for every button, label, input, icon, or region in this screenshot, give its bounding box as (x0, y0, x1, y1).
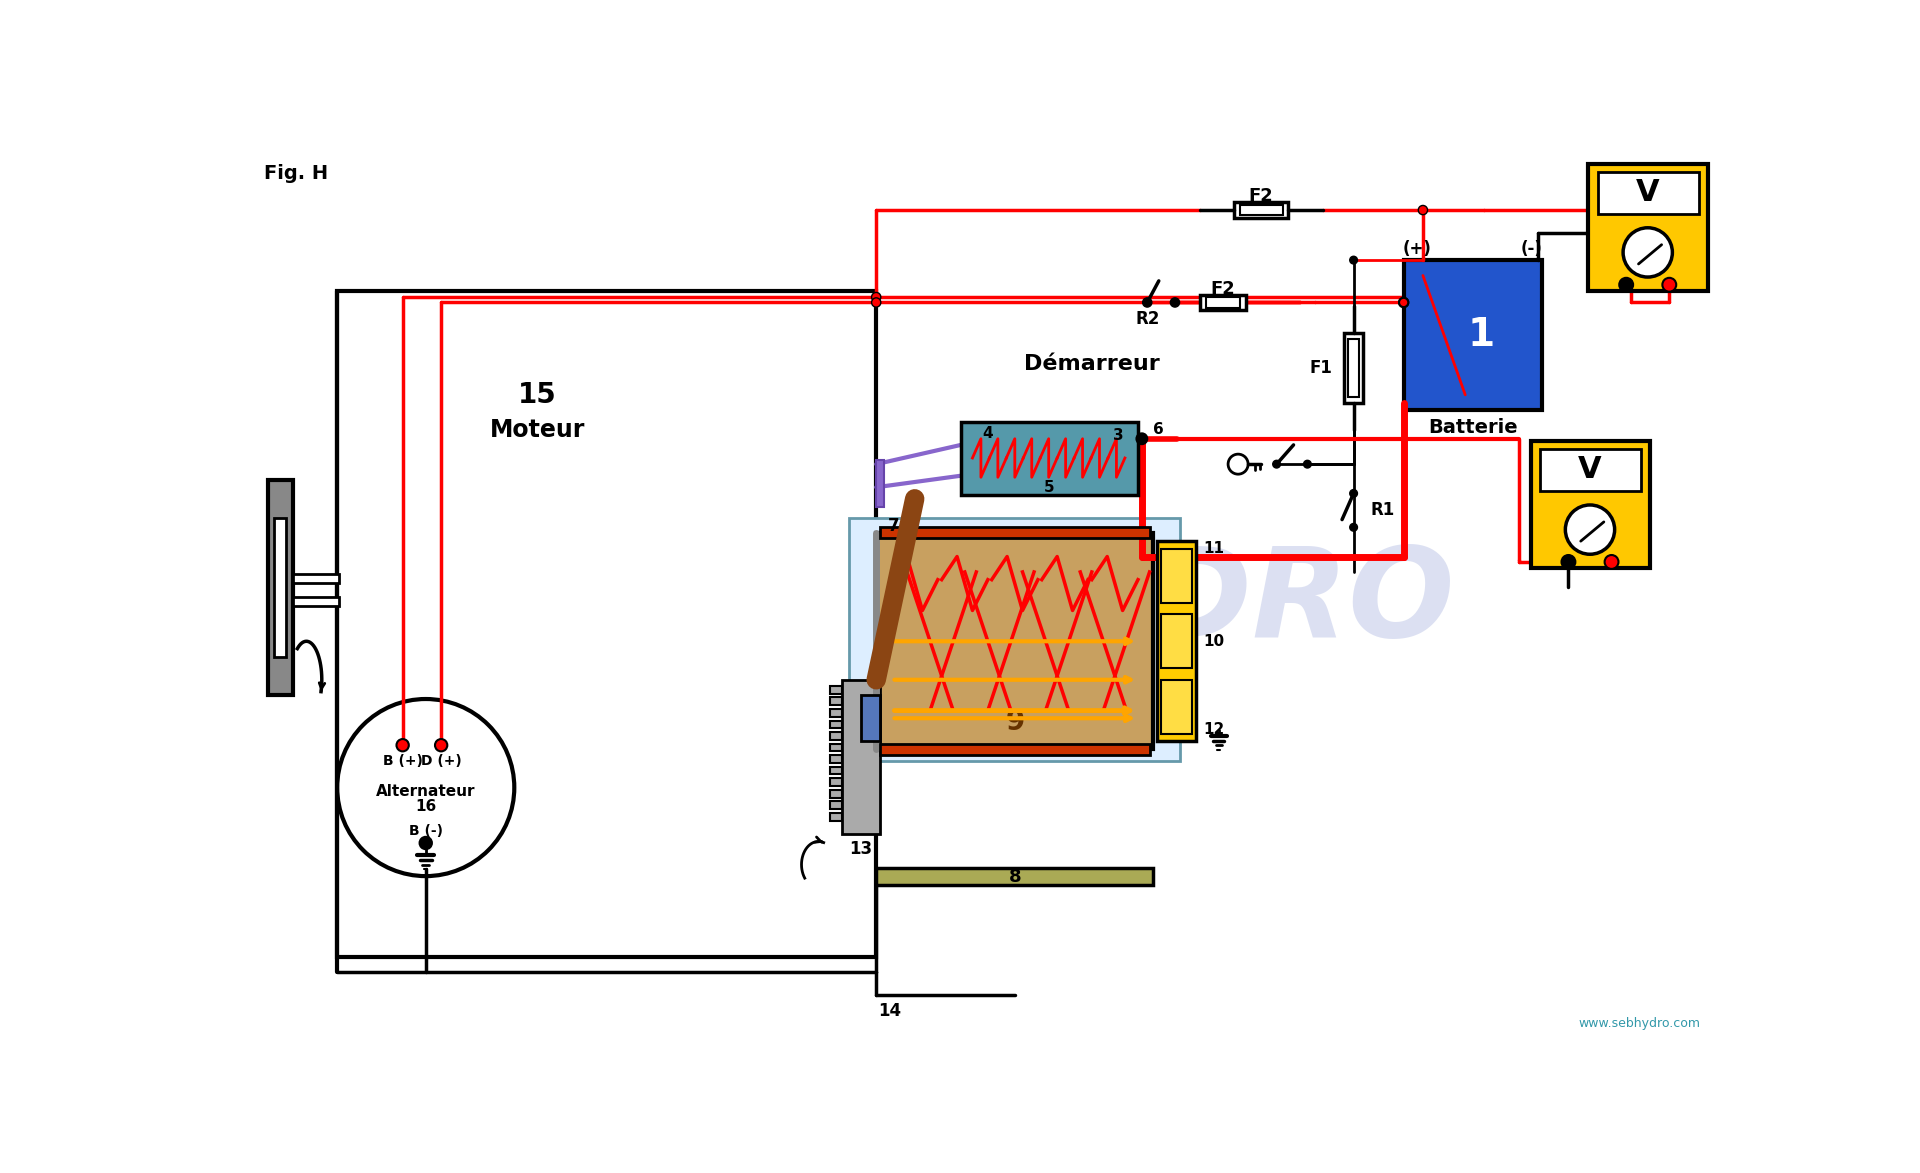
Text: 3: 3 (1114, 428, 1123, 443)
Bar (829, 708, 841, 717)
Text: 14: 14 (879, 1002, 902, 1019)
Text: 7: 7 (887, 517, 899, 535)
Text: 6: 6 (1154, 422, 1164, 438)
Bar (829, 813, 841, 821)
Bar (829, 779, 841, 786)
Text: 5: 5 (1044, 480, 1054, 495)
Circle shape (872, 298, 881, 307)
Text: 8: 8 (1008, 868, 1021, 886)
Circle shape (1619, 278, 1634, 292)
Circle shape (338, 699, 515, 876)
Bar (1206, 297, 1240, 307)
Bar (829, 755, 841, 762)
Circle shape (1273, 460, 1281, 468)
Text: 16: 16 (415, 799, 436, 814)
Text: © SEBHYDRO: © SEBHYDRO (515, 542, 1453, 663)
Text: B (+): B (+) (382, 753, 422, 767)
Circle shape (420, 836, 432, 849)
Circle shape (1400, 298, 1407, 307)
Bar (879, 528, 1150, 538)
Circle shape (1400, 298, 1407, 307)
Bar (876, 460, 883, 507)
Circle shape (1565, 504, 1615, 555)
Text: D (+): D (+) (420, 753, 461, 767)
Bar (1597, 171, 1699, 213)
Bar (841, 680, 879, 834)
Bar (1404, 260, 1542, 411)
Bar (960, 422, 1139, 495)
Text: 11: 11 (1204, 542, 1225, 556)
Bar (1235, 203, 1288, 218)
Bar (269, 480, 292, 696)
Text: 13: 13 (849, 840, 872, 859)
Bar (1162, 615, 1192, 669)
Bar (1158, 541, 1196, 741)
Text: 10: 10 (1204, 633, 1225, 649)
Bar (1162, 549, 1192, 603)
Circle shape (1171, 298, 1179, 307)
Bar (829, 767, 841, 774)
Bar (1240, 204, 1283, 216)
Circle shape (1350, 523, 1357, 531)
Circle shape (1137, 433, 1148, 445)
Bar (1540, 449, 1642, 491)
Text: V: V (1578, 455, 1601, 484)
Bar (292, 597, 338, 605)
Bar (829, 789, 841, 798)
Bar (1162, 680, 1192, 733)
Circle shape (1350, 256, 1357, 264)
Bar (1200, 294, 1246, 310)
Text: F2: F2 (1210, 279, 1235, 298)
Text: F2: F2 (1248, 188, 1273, 205)
Text: 4: 4 (983, 426, 993, 441)
Bar (829, 720, 841, 728)
Text: 1: 1 (1467, 316, 1494, 354)
Bar (1588, 164, 1707, 291)
Bar (1344, 333, 1363, 402)
Circle shape (1142, 298, 1152, 307)
Circle shape (1605, 555, 1619, 569)
Circle shape (397, 739, 409, 752)
Bar (829, 801, 841, 809)
Text: Fig. H: Fig. H (265, 164, 328, 183)
Circle shape (1419, 205, 1427, 215)
Text: F1: F1 (1309, 359, 1332, 377)
Bar (879, 745, 1150, 755)
Text: Alternateur: Alternateur (376, 784, 476, 799)
Circle shape (1622, 228, 1672, 277)
Text: Batterie: Batterie (1428, 418, 1519, 436)
Bar (275, 518, 286, 657)
Bar (1348, 339, 1359, 398)
Text: B (-): B (-) (409, 825, 444, 839)
Bar (1530, 441, 1649, 568)
Bar (829, 698, 841, 705)
Text: www.sebhydro.com: www.sebhydro.com (1578, 1017, 1699, 1030)
Text: V: V (1636, 178, 1659, 206)
Bar (829, 732, 841, 740)
Bar (876, 868, 1154, 886)
Circle shape (1229, 454, 1248, 474)
Circle shape (1663, 278, 1676, 292)
Bar (292, 574, 338, 583)
Bar (829, 686, 841, 693)
Bar (860, 696, 879, 741)
Bar (829, 744, 841, 752)
Text: (+): (+) (1404, 240, 1432, 258)
Bar (849, 518, 1181, 760)
Circle shape (1350, 489, 1357, 497)
Text: 15: 15 (518, 381, 557, 409)
Circle shape (1304, 460, 1311, 468)
Text: 9: 9 (1006, 708, 1025, 737)
Text: R2: R2 (1135, 311, 1160, 328)
Text: 12: 12 (1204, 723, 1225, 738)
Bar (338, 291, 876, 957)
Circle shape (872, 292, 881, 301)
Text: Moteur: Moteur (490, 418, 586, 441)
Text: Démarreur: Démarreur (1023, 354, 1160, 374)
Circle shape (1561, 555, 1574, 569)
Circle shape (436, 739, 447, 752)
Text: (-): (-) (1521, 240, 1542, 258)
Text: R1: R1 (1371, 501, 1394, 520)
Bar (876, 534, 1154, 750)
